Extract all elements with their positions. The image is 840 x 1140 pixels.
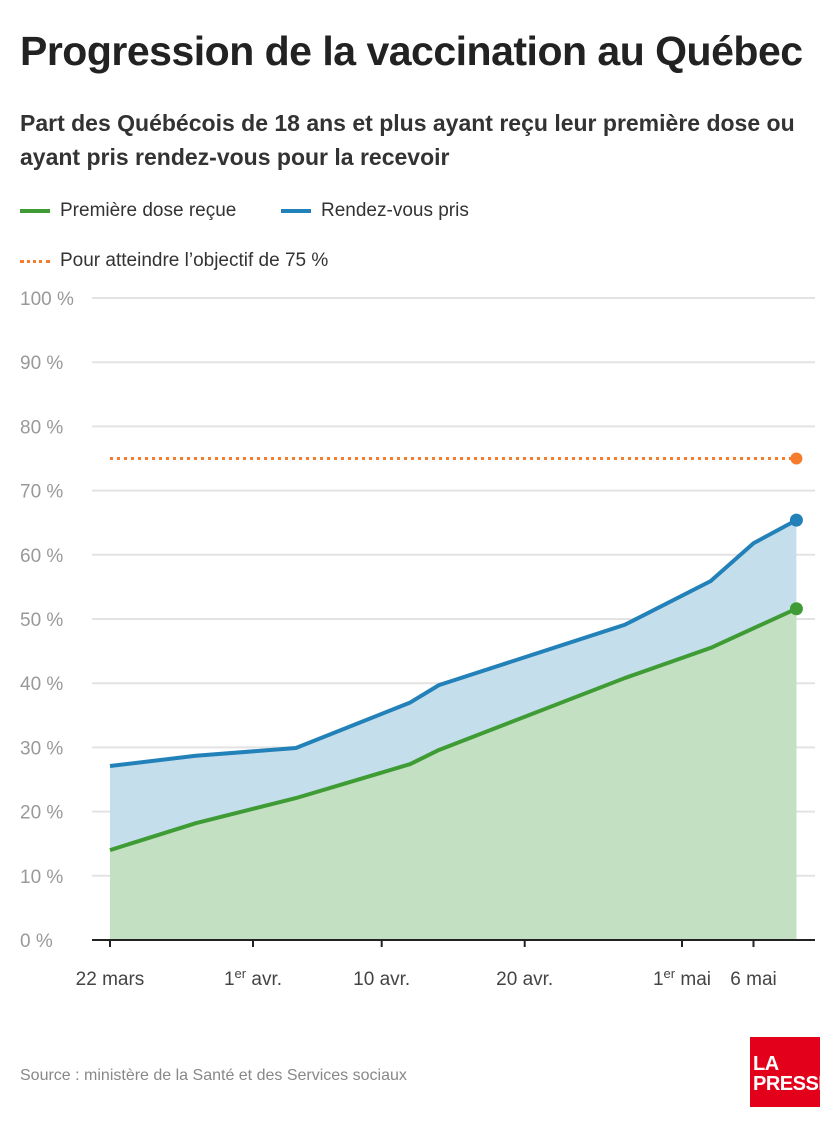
y-tick-label: 70 % [20,482,63,503]
x-tick-label: 6 mai [730,969,776,990]
line-premi-re-dose-re-ue [109,606,798,853]
legend-swatch-blue [281,209,311,213]
y-tick-label: 10 % [20,867,63,888]
legend-label: Première dose reçue [60,200,237,221]
chart-subtitle: Part des Québécois de 18 ans et plus aya… [20,110,795,170]
area-premi-re-dose-re-ue [110,608,797,940]
x-tick-label: 1er mai [653,966,711,990]
legend-swatch-green [20,209,50,213]
legend-swatch-orange [20,259,50,263]
y-tick-label: 50 % [20,610,63,631]
y-tick-label: 90 % [20,353,63,374]
y-tick-label: 30 % [20,738,63,759]
x-tick-label: 1er avr. [224,966,282,990]
y-tick-label: 60 % [20,546,63,567]
logo-line2: PRESSE [753,1073,832,1095]
target-end-point [790,452,803,465]
chart-title: Progression de la vaccination au Québec [20,28,803,74]
la-presse-logo: LA PRESSE [750,1037,832,1107]
line-rendez-vous-pris [109,518,798,769]
y-tick-label: 20 % [20,803,63,824]
legend-label: Pour atteindre l’objectif de 75 % [60,250,329,271]
legend-item-target: Pour atteindre l’objectif de 75 % [20,250,328,272]
legend-item-first-dose: Première dose reçue [20,200,236,222]
logo-line1: LA [753,1053,779,1075]
chart-plot: 0 % 10 % 20 % 30 % 40 % 50 % 60 % 70 % 80 % 90 % 1… [20,289,815,990]
x-tick-label: 10 avr. [353,969,410,990]
end-point-rendez-vous-pris [789,513,803,527]
x-tick-label: 22 mars [76,969,145,990]
y-tick-label: 40 % [20,674,63,695]
y-tick-label: 0 % [20,931,53,952]
source-note: Source : ministère de la Santé et des Se… [20,1067,407,1084]
legend-label: Rendez-vous pris [321,200,469,221]
legend-item-appointments: Rendez-vous pris [281,200,469,222]
end-point-premi-re-dose-re-ue [789,602,803,616]
y-tick-label: 80 % [20,417,63,438]
y-tick-label: 100 % [20,289,74,310]
x-tick-label: 20 avr. [496,969,553,990]
